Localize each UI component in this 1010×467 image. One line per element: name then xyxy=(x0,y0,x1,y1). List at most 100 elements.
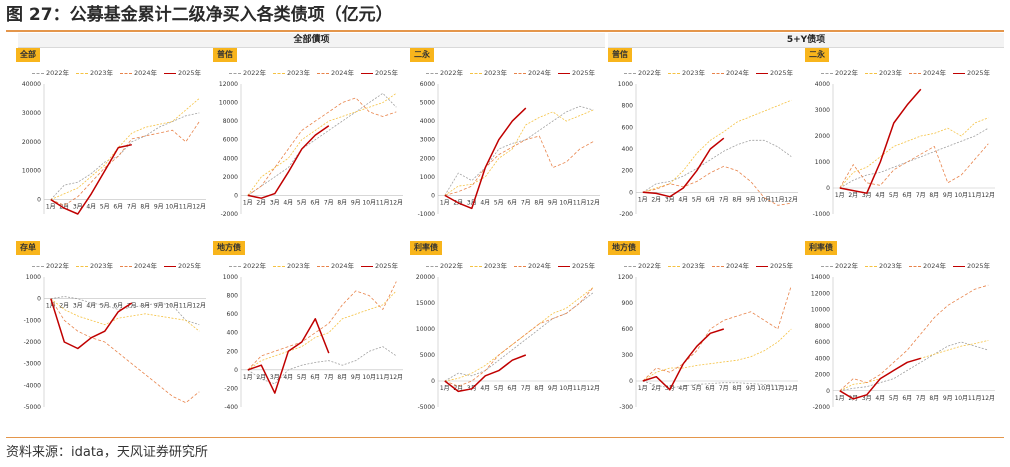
x-tick-label: 9月 xyxy=(746,385,756,392)
chart-panel: -5000 -4000 -3000 -2000 -1000 0 1000 1月 2月 3月 4月 5月… xyxy=(16,241,212,435)
y-tick-label: 600 xyxy=(622,124,634,131)
series-line-2025年 xyxy=(839,357,922,400)
series-line-2023年 xyxy=(444,109,594,196)
legend-label: 2024年 xyxy=(331,262,355,270)
chart-panel: -200 0 200 400 600 800 1000 1月 2月 3月 4月 5月 6月 7月 8月 9月 1… xyxy=(608,48,804,242)
legend-entry: 2024年 xyxy=(712,261,749,271)
legend-swatch xyxy=(668,265,680,267)
legend-entry: 2022年 xyxy=(624,68,661,78)
y-tick-label: 10000 xyxy=(22,168,41,175)
y-tick-label: 4000 xyxy=(815,355,830,362)
x-tick-label: 1月 xyxy=(440,199,450,206)
legend-swatch xyxy=(909,265,921,267)
x-tick-label: 2月 xyxy=(256,374,266,381)
x-tick-label: 5月 xyxy=(297,374,307,381)
legend-entry: 2023年 xyxy=(668,68,705,78)
chart-legend: 2022年 2023年 2024年 2025年 xyxy=(16,261,212,271)
y-tick-label: -5000 xyxy=(418,404,436,411)
series-line-2023年 xyxy=(50,298,200,332)
y-tick-label: 600 xyxy=(622,326,634,333)
series-line-2022年 xyxy=(642,139,792,193)
x-tick-label: 4月 xyxy=(480,385,490,392)
y-tick-label: 6000 xyxy=(223,137,238,144)
y-tick-label: 8000 xyxy=(815,323,830,330)
x-tick-label: 5月 xyxy=(692,196,702,203)
x-tick-label: 6月 xyxy=(113,204,123,211)
legend-label: 2025年 xyxy=(770,262,794,270)
x-tick-label: 9月 xyxy=(746,196,756,203)
chart-tag: 利率债 xyxy=(410,241,442,255)
legend-swatch xyxy=(624,72,636,74)
chart-panel: -2000 0 2000 4000 6000 8000 10000 12000 14000 1月 2… xyxy=(805,241,1001,435)
x-tick-label: 5月 xyxy=(494,199,504,206)
legend-swatch xyxy=(273,265,285,267)
y-tick-label: -2000 xyxy=(813,404,831,411)
y-tick-label: -2000 xyxy=(24,339,42,346)
legend-label: 2024年 xyxy=(331,69,355,77)
x-tick-label: 6月 xyxy=(310,374,320,381)
legend-label: 2024年 xyxy=(528,262,552,270)
legend-entry: 2023年 xyxy=(76,261,113,271)
series-line-2025年 xyxy=(642,137,725,198)
series-line-2023年 xyxy=(642,328,792,382)
y-tick-label: 2000 xyxy=(815,133,830,140)
legend-entry: 2022年 xyxy=(32,261,69,271)
legend-entry: 2025年 xyxy=(953,68,990,78)
y-tick-label: 3000 xyxy=(815,107,830,114)
x-tick-label: 1月 xyxy=(638,385,648,392)
y-tick-label: 12000 xyxy=(811,290,830,297)
y-tick-label: 5000 xyxy=(420,100,435,107)
y-tick-label: 6000 xyxy=(420,81,435,88)
series-line-2023年 xyxy=(247,290,397,371)
legend-label: 2023年 xyxy=(879,69,903,77)
legend-swatch xyxy=(76,72,88,74)
x-tick-label: 10月 xyxy=(362,199,376,206)
y-tick-label: 4000 xyxy=(223,155,238,162)
x-tick-label: 10月 xyxy=(559,385,573,392)
x-tick-label: 5月 xyxy=(889,192,899,199)
series-line-2023年 xyxy=(247,92,397,196)
legend-entry: 2023年 xyxy=(470,261,507,271)
legend-label: 2025年 xyxy=(770,69,794,77)
x-tick-label: 7月 xyxy=(916,192,926,199)
x-tick-label: 12月 xyxy=(389,374,403,381)
x-tick-label: 3月 xyxy=(73,303,83,310)
y-tick-label: 2000 xyxy=(815,372,830,379)
y-tick-label: 0 xyxy=(629,378,633,385)
legend-swatch xyxy=(821,265,833,267)
series-line-2023年 xyxy=(50,98,200,200)
y-tick-label: 0 xyxy=(826,185,830,192)
y-tick-label: 10000 xyxy=(219,100,238,107)
legend-label: 2022年 xyxy=(638,69,662,77)
series-line-2022年 xyxy=(839,341,989,392)
y-tick-label: 0 xyxy=(234,367,238,374)
y-tick-label: 400 xyxy=(622,146,634,153)
legend-swatch xyxy=(164,265,176,267)
x-tick-label: 3月 xyxy=(73,204,83,211)
chart-tag: 利率债 xyxy=(805,241,837,255)
x-tick-label: 2月 xyxy=(256,199,266,206)
y-tick-label: 0 xyxy=(826,388,830,395)
legend-label: 2022年 xyxy=(835,262,859,270)
x-tick-label: 8月 xyxy=(732,196,742,203)
x-tick-label: 1月 xyxy=(243,199,253,206)
x-tick-label: 2月 xyxy=(651,385,661,392)
chart-legend: 2022年 2023年 2024年 2025年 xyxy=(608,68,804,78)
legend-swatch xyxy=(865,265,877,267)
legend-label: 2025年 xyxy=(375,262,399,270)
series-line-2025年 xyxy=(247,125,330,199)
x-tick-label: 8月 xyxy=(534,385,544,392)
series-line-2023年 xyxy=(839,117,989,189)
series-line-2024年 xyxy=(642,285,792,382)
x-tick-label: 11月 xyxy=(573,385,587,392)
y-tick-label: 2000 xyxy=(420,155,435,162)
chart-svg: -400 -200 0 200 400 600 800 1000 1月 2月 3月 4月 5月 6月 7月 8… xyxy=(223,274,403,411)
x-tick-label: 2月 xyxy=(453,385,463,392)
series-line-2024年 xyxy=(642,165,792,206)
series-line-2025年 xyxy=(50,298,133,350)
x-tick-label: 1月 xyxy=(835,395,845,402)
y-tick-label: 14000 xyxy=(811,274,830,281)
